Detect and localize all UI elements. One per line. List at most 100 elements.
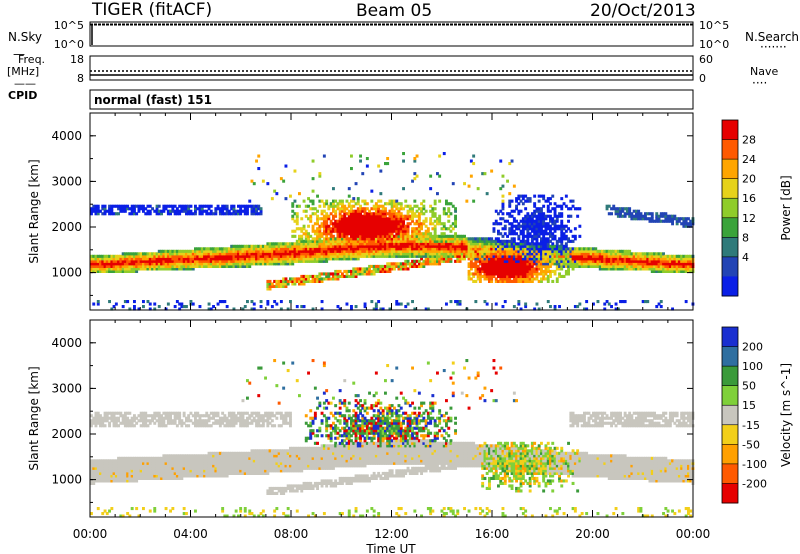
heatmap-cell xyxy=(142,300,145,304)
heatmap-cell xyxy=(517,224,521,228)
heatmap-cell xyxy=(388,224,392,228)
heatmap-cell xyxy=(325,242,329,246)
heatmap-cell xyxy=(92,204,96,208)
heatmap-cell xyxy=(601,267,604,271)
heatmap-cell xyxy=(564,259,568,263)
heatmap-cell xyxy=(191,257,195,261)
heatmap-cell xyxy=(187,254,191,258)
heatmap-cell xyxy=(621,264,625,268)
heatmap-cell xyxy=(164,204,168,208)
heatmap-cell xyxy=(302,254,306,258)
heatmap-cell xyxy=(381,224,385,228)
heatmap-cell xyxy=(517,234,521,238)
heatmap-cell xyxy=(447,227,451,231)
heatmap-cell xyxy=(587,262,591,266)
heatmap-cell xyxy=(322,237,326,241)
heatmap-cell xyxy=(476,274,480,278)
heatmap-cell xyxy=(530,237,534,241)
heatmap-cell xyxy=(123,254,127,258)
heatmap-cell xyxy=(277,252,281,256)
heatmap-cell xyxy=(673,254,677,258)
heatmap-cell xyxy=(454,254,457,258)
heatmap-cell xyxy=(530,257,534,261)
heatmap-cell xyxy=(144,411,148,415)
heatmap-cell xyxy=(454,239,457,243)
heatmap-cell xyxy=(139,411,143,415)
heatmap-cell xyxy=(517,197,521,201)
heatmap-cell xyxy=(526,229,530,233)
heatmap-cell xyxy=(508,204,512,208)
heatmap-cell xyxy=(571,267,575,271)
heatmap-cell xyxy=(295,227,299,231)
heatmap-cell xyxy=(322,277,326,281)
heatmap-cell xyxy=(108,471,111,475)
heatmap-cell xyxy=(157,264,161,268)
heatmap-cell xyxy=(126,416,130,420)
heatmap-cell xyxy=(481,264,485,268)
heatmap-cell xyxy=(508,192,512,196)
heatmap-cell xyxy=(257,247,261,251)
heatmap-cell xyxy=(241,249,245,253)
heatmap-cell xyxy=(571,264,575,268)
heatmap-cell xyxy=(553,262,557,266)
heatmap-cell xyxy=(485,192,489,196)
heatmap-cell xyxy=(289,252,292,256)
heatmap-cell xyxy=(110,507,114,511)
heatmap-cell xyxy=(488,267,491,271)
heatmap-cell xyxy=(216,204,220,208)
heatmap-cell xyxy=(483,172,487,176)
heatmap-cell xyxy=(359,237,362,241)
heatmap-cell xyxy=(227,212,231,216)
heatmap-cell xyxy=(519,242,523,246)
heatmap-cell xyxy=(94,421,98,425)
heatmap-cell xyxy=(298,249,301,253)
heatmap-cell xyxy=(232,207,236,211)
heatmap-cell xyxy=(592,252,595,256)
heatmap-cell xyxy=(508,264,512,268)
heatmap-cell xyxy=(372,212,376,216)
heatmap-cell xyxy=(110,469,114,473)
heatmap-cell xyxy=(417,259,421,263)
heatmap-cell xyxy=(540,219,543,223)
heatmap-cell xyxy=(135,204,139,208)
heatmap-cell xyxy=(510,237,514,241)
heatmap-cell xyxy=(451,204,455,208)
heatmap-cell xyxy=(94,459,98,463)
heatmap-cell xyxy=(221,300,225,304)
heatmap-cell xyxy=(370,224,374,228)
heatmap-cell xyxy=(515,224,518,228)
heatmap-cell xyxy=(128,476,132,480)
heatmap-cell xyxy=(286,244,290,248)
heatmap-cell xyxy=(569,264,573,268)
heatmap-cell xyxy=(406,252,410,256)
heatmap-cell xyxy=(576,264,580,268)
heatmap-cell xyxy=(515,267,518,271)
heatmap-cell xyxy=(359,212,362,216)
heatmap-cell xyxy=(607,204,611,208)
heatmap-cell xyxy=(544,244,548,248)
heatmap-cell xyxy=(372,234,376,238)
heatmap-cell xyxy=(517,279,521,283)
heatmap-cell xyxy=(252,249,256,253)
heatmap-cell xyxy=(295,277,299,281)
heatmap-cell xyxy=(521,269,525,273)
heatmap-cell xyxy=(451,247,455,251)
heatmap-cell xyxy=(212,257,215,261)
heatmap-cell xyxy=(402,219,405,223)
heatmap-cell xyxy=(185,305,188,309)
heatmap-cell xyxy=(623,212,627,216)
heatmap-cell xyxy=(603,267,607,271)
heatmap-cell xyxy=(343,227,347,231)
heatmap-cell xyxy=(506,247,509,251)
heatmap-cell xyxy=(151,252,154,256)
heatmap-cell xyxy=(503,252,507,256)
heatmap-cell xyxy=(571,254,575,258)
heatmap-cell xyxy=(558,204,561,208)
heatmap-cell xyxy=(677,262,681,266)
heatmap-cell xyxy=(587,254,591,258)
heatmap-cell xyxy=(583,264,586,268)
heatmap-cell xyxy=(200,257,204,261)
heatmap-cell xyxy=(438,254,442,258)
heatmap-cell xyxy=(298,227,301,231)
heatmap-cell xyxy=(381,237,385,241)
